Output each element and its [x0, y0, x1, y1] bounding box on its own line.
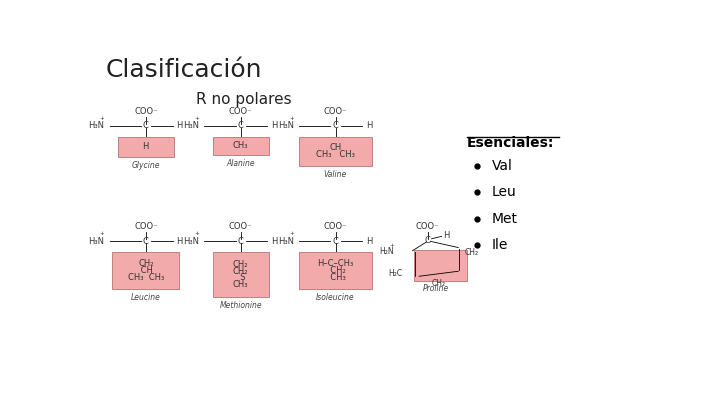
Text: R no polares: R no polares — [196, 92, 292, 107]
Text: +: + — [390, 243, 394, 247]
Text: H: H — [176, 237, 183, 246]
Text: H: H — [366, 237, 372, 246]
Text: COO⁻: COO⁻ — [229, 222, 253, 231]
Text: CH₃   CH₃: CH₃ CH₃ — [316, 150, 355, 159]
Text: H₃N: H₃N — [88, 122, 104, 130]
Text: H: H — [443, 230, 449, 240]
Bar — [112, 252, 179, 289]
Text: H₂N: H₂N — [379, 247, 394, 256]
Text: C: C — [143, 237, 149, 246]
Text: CH: CH — [329, 143, 342, 152]
Text: H: H — [143, 142, 149, 151]
Text: +: + — [289, 116, 294, 121]
Text: COO⁻: COO⁻ — [416, 222, 439, 231]
Text: C: C — [425, 236, 431, 245]
Bar — [213, 136, 269, 155]
Text: CH₂: CH₂ — [325, 266, 346, 275]
Bar — [413, 250, 467, 281]
Text: COO⁻: COO⁻ — [229, 107, 253, 116]
Text: Leu: Leu — [492, 185, 516, 199]
Text: C: C — [143, 122, 149, 130]
Bar — [300, 136, 372, 166]
Text: Proline: Proline — [423, 284, 449, 293]
Text: Met: Met — [492, 211, 518, 226]
Text: H: H — [271, 237, 278, 246]
Text: H₃N: H₃N — [278, 237, 294, 246]
Text: CH₂: CH₂ — [138, 259, 153, 268]
Text: H₂C: H₂C — [388, 269, 402, 278]
Text: +: + — [194, 231, 199, 237]
Text: Esenciales:: Esenciales: — [467, 136, 554, 150]
Text: C: C — [238, 122, 243, 130]
Text: H: H — [176, 122, 183, 130]
Text: H: H — [271, 122, 278, 130]
Text: Isoleucine: Isoleucine — [316, 293, 355, 302]
Text: +: + — [99, 116, 104, 121]
Text: Val: Val — [492, 158, 513, 173]
Text: COO⁻: COO⁻ — [324, 222, 347, 231]
Bar — [213, 252, 269, 297]
Text: COO⁻: COO⁻ — [134, 107, 158, 116]
Bar — [118, 136, 174, 157]
Text: COO⁻: COO⁻ — [324, 107, 347, 116]
Text: Ile: Ile — [492, 238, 508, 252]
Text: Alanine: Alanine — [226, 159, 255, 168]
Text: CH₂: CH₂ — [465, 248, 479, 257]
Text: C: C — [333, 122, 338, 130]
Text: H–C–CH₃: H–C–CH₃ — [318, 259, 354, 268]
Text: +: + — [194, 116, 199, 121]
Text: Valine: Valine — [324, 170, 347, 179]
Text: H₃N: H₃N — [88, 237, 104, 246]
Text: Methionine: Methionine — [220, 301, 262, 310]
Text: CH₃: CH₃ — [233, 141, 248, 150]
Text: C: C — [333, 237, 338, 246]
Text: C: C — [238, 237, 243, 246]
Text: H₃N: H₃N — [183, 237, 199, 246]
Text: CH₂: CH₂ — [233, 260, 248, 269]
Text: CH₃  CH₃: CH₃ CH₃ — [127, 273, 164, 282]
Bar — [300, 252, 372, 289]
Text: CH: CH — [138, 266, 153, 275]
Text: COO⁻: COO⁻ — [134, 222, 158, 231]
Text: CH₂: CH₂ — [432, 279, 446, 288]
Text: +: + — [289, 231, 294, 237]
Text: S: S — [235, 273, 246, 282]
Text: Glycine: Glycine — [132, 160, 160, 170]
Text: H₃N: H₃N — [183, 122, 199, 130]
Text: CH₃: CH₃ — [233, 280, 248, 289]
Text: CH₂: CH₂ — [233, 266, 248, 276]
Text: Leucine: Leucine — [131, 293, 161, 302]
Text: Clasificación: Clasificación — [106, 58, 262, 82]
Text: CH₃: CH₃ — [325, 273, 346, 282]
Text: H: H — [366, 122, 372, 130]
Text: H₃N: H₃N — [278, 122, 294, 130]
Text: +: + — [99, 231, 104, 237]
